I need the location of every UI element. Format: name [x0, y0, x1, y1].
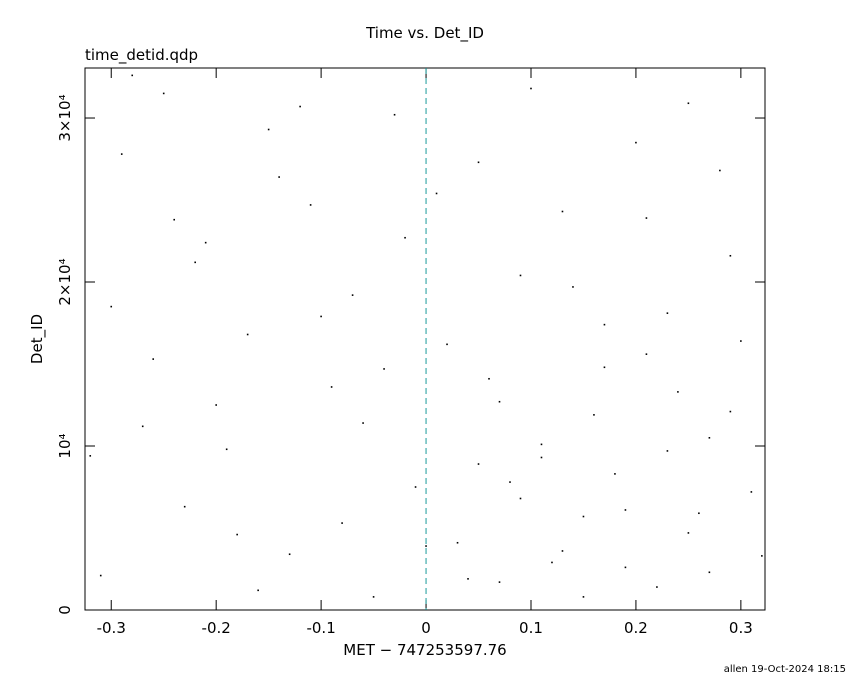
point: [761, 555, 763, 557]
x-tick-label: -0.1: [306, 619, 335, 637]
point: [288, 553, 291, 556]
point: [729, 410, 732, 413]
x-tick-label: -0.3: [97, 619, 126, 637]
point: [246, 333, 249, 336]
point: [666, 312, 669, 314]
x-tick-label: 0.2: [624, 619, 648, 637]
point: [131, 74, 134, 77]
y-tick-label: 3×10⁴: [56, 94, 74, 141]
point: [593, 414, 595, 416]
point: [624, 509, 627, 511]
point: [404, 236, 406, 239]
point: [698, 512, 700, 515]
point: [519, 274, 522, 277]
point: [110, 305, 113, 308]
x-tick-label: 0.3: [729, 619, 753, 637]
point: [99, 574, 102, 577]
point: [708, 437, 711, 439]
y-tick-label: 2×10⁴: [56, 258, 74, 305]
point: [477, 161, 480, 164]
point: [656, 586, 658, 588]
point: [498, 400, 501, 403]
point: [330, 386, 333, 388]
point: [603, 366, 606, 369]
point: [488, 377, 490, 380]
point: [456, 541, 459, 544]
point: [645, 217, 648, 219]
point: [393, 113, 396, 116]
point: [677, 391, 679, 393]
x-axis-label: MET − 747253597.76: [343, 641, 506, 659]
point: [467, 578, 469, 580]
point: [635, 141, 637, 144]
footer: allen 19-Oct-2024 18:15: [724, 664, 846, 675]
point: [624, 566, 627, 569]
point: [477, 463, 480, 465]
point: [120, 153, 123, 155]
point: [320, 315, 322, 318]
point: [435, 192, 438, 195]
point: [183, 505, 186, 508]
point: [498, 581, 501, 583]
point: [204, 241, 207, 244]
point: [540, 443, 543, 446]
x-tick-label: 0.1: [519, 619, 543, 637]
x-tick-label: -0.2: [202, 619, 231, 637]
point: [351, 294, 354, 296]
point: [257, 589, 259, 592]
point: [582, 515, 585, 518]
point: [540, 456, 543, 459]
point: [425, 545, 427, 547]
point: [141, 425, 144, 428]
point: [152, 358, 155, 360]
point: [645, 353, 648, 355]
point: [414, 486, 417, 488]
point: [719, 169, 721, 172]
point: [551, 561, 553, 564]
point: [750, 491, 753, 493]
point: [530, 87, 532, 90]
point: [687, 532, 690, 534]
point: [582, 596, 585, 598]
point: [729, 254, 732, 257]
point: [89, 455, 92, 457]
point: [446, 343, 448, 346]
point: [236, 533, 238, 536]
point: [278, 176, 280, 178]
point: [309, 204, 312, 206]
point: [603, 323, 606, 326]
y-tick-label: 0: [56, 605, 74, 615]
point: [225, 448, 228, 451]
point: [267, 128, 270, 131]
point: [173, 218, 175, 221]
point: [362, 422, 364, 424]
chart-subtitle: time_detid.qdp: [85, 46, 198, 65]
point: [687, 102, 690, 105]
point: [194, 261, 196, 264]
point: [162, 92, 165, 95]
point: [509, 481, 511, 483]
y-tick-label: 10⁴: [56, 433, 74, 458]
point: [341, 522, 343, 524]
point: [561, 550, 564, 552]
point: [519, 497, 522, 500]
x-tick-label: 0: [421, 619, 431, 637]
point: [614, 473, 616, 475]
point: [299, 105, 301, 108]
point: [215, 404, 217, 406]
chart-title: Time vs. Det_ID: [365, 24, 484, 43]
point: [708, 571, 711, 574]
point: [572, 286, 574, 288]
point: [561, 210, 564, 213]
point: [383, 368, 385, 370]
point: [740, 340, 742, 342]
y-axis-label: Det_ID: [28, 314, 47, 364]
plot-frame: [84, 67, 766, 611]
point: [666, 450, 669, 452]
point: [372, 596, 375, 598]
